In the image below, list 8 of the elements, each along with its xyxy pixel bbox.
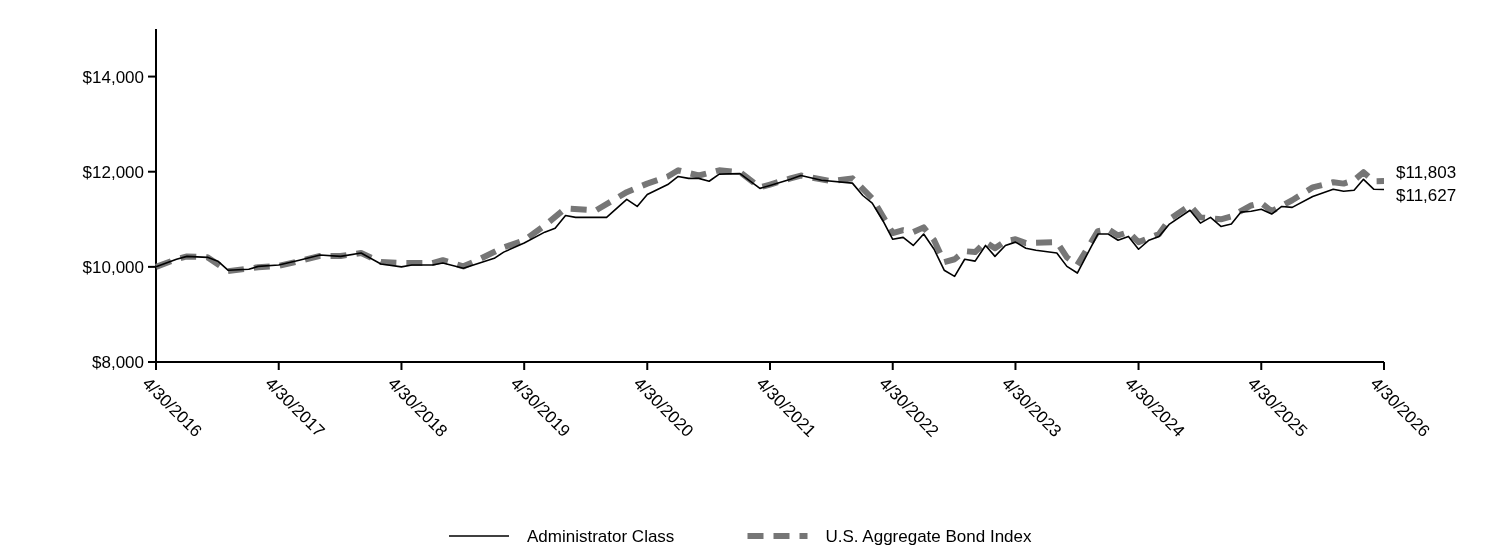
y-tick-label: $12,000	[82, 162, 144, 182]
y-tick-label: $10,000	[82, 257, 144, 277]
annotation: $11,627	[1396, 186, 1457, 206]
y-tick-label: $14,000	[82, 67, 144, 87]
legend-label: U.S. Aggregate Bond Index	[825, 526, 1033, 546]
y-tick-label: $8,000	[92, 352, 144, 372]
legend-label: Administrator Class	[527, 526, 675, 546]
annotation: $11,803	[1396, 162, 1457, 182]
